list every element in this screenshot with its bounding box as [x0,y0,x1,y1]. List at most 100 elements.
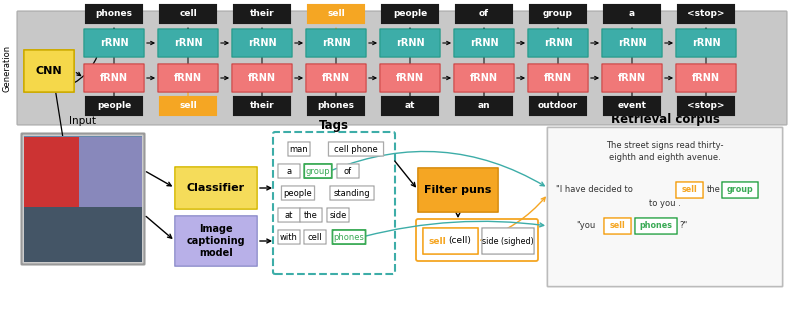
FancyBboxPatch shape [677,96,735,116]
FancyBboxPatch shape [482,228,534,254]
FancyBboxPatch shape [307,96,365,116]
FancyBboxPatch shape [635,218,677,234]
FancyBboxPatch shape [232,64,292,92]
FancyBboxPatch shape [423,228,478,254]
Text: fRNN: fRNN [174,73,202,83]
Text: sell: sell [179,101,197,111]
Bar [24,137,79,207]
Text: the: the [707,186,721,194]
Text: a: a [629,9,635,19]
FancyBboxPatch shape [722,182,758,198]
FancyBboxPatch shape [306,64,366,92]
Text: sell: sell [327,9,345,19]
Text: rRNN: rRNN [544,38,572,48]
Bar [24,207,142,262]
Text: phones: phones [334,232,365,241]
FancyBboxPatch shape [333,230,366,244]
Text: fRNN: fRNN [396,73,424,83]
Text: rRNN: rRNN [174,38,202,48]
Text: The street signs read thirty-: The street signs read thirty- [606,142,724,150]
Text: outdoor: outdoor [538,101,578,111]
Text: an: an [478,101,490,111]
Text: rRNN: rRNN [470,38,498,48]
FancyBboxPatch shape [529,96,587,116]
Text: Classifier: Classifier [187,183,245,193]
FancyBboxPatch shape [17,11,787,125]
FancyBboxPatch shape [159,96,217,116]
FancyBboxPatch shape [604,218,631,234]
FancyBboxPatch shape [306,29,366,57]
FancyBboxPatch shape [304,230,326,244]
Text: with: with [280,232,298,241]
Text: their: their [250,9,274,19]
FancyBboxPatch shape [454,64,514,92]
Text: side (sighed): side (sighed) [482,236,534,246]
FancyBboxPatch shape [278,208,300,222]
Text: fRNN: fRNN [692,73,720,83]
FancyBboxPatch shape [454,29,514,57]
Text: <stop>: <stop> [687,101,725,111]
FancyBboxPatch shape [327,208,349,222]
Text: phones: phones [318,101,354,111]
FancyBboxPatch shape [307,4,365,24]
FancyBboxPatch shape [85,96,143,116]
FancyBboxPatch shape [330,186,374,200]
Text: at: at [405,101,415,111]
Text: fRNN: fRNN [618,73,646,83]
Text: rRNN: rRNN [692,38,720,48]
Text: "you: "you [576,221,595,230]
FancyBboxPatch shape [529,4,587,24]
FancyBboxPatch shape [304,164,332,178]
FancyBboxPatch shape [547,127,782,287]
FancyBboxPatch shape [158,29,218,57]
Text: cell: cell [179,9,197,19]
Text: fRNN: fRNN [100,73,128,83]
Text: group: group [726,186,754,194]
FancyBboxPatch shape [278,230,300,244]
Text: people: people [97,101,131,111]
Text: group: group [306,166,330,176]
Text: CNN: CNN [36,66,62,76]
FancyBboxPatch shape [158,64,218,92]
Text: Filter puns: Filter puns [424,185,492,195]
FancyBboxPatch shape [455,4,513,24]
FancyBboxPatch shape [233,96,291,116]
Text: <stop>: <stop> [687,9,725,19]
Text: man: man [290,144,308,154]
Text: fRNN: fRNN [322,73,350,83]
Text: fRNN: fRNN [248,73,276,83]
Text: group: group [543,9,573,19]
FancyBboxPatch shape [278,164,300,178]
FancyBboxPatch shape [381,96,439,116]
Text: event: event [618,101,646,111]
Text: rRNN: rRNN [100,38,128,48]
FancyBboxPatch shape [84,64,144,92]
FancyBboxPatch shape [24,50,74,92]
FancyBboxPatch shape [329,142,383,156]
FancyBboxPatch shape [288,142,310,156]
FancyBboxPatch shape [528,64,588,92]
FancyBboxPatch shape [677,4,735,24]
FancyBboxPatch shape [676,29,736,57]
Text: fRNN: fRNN [470,73,498,83]
FancyBboxPatch shape [22,133,145,264]
Text: phones: phones [639,221,673,230]
Text: (cell): (cell) [449,236,471,246]
Text: cell: cell [308,232,322,241]
FancyBboxPatch shape [676,182,703,198]
Text: the: the [304,210,318,219]
Bar [79,137,142,207]
Text: sell: sell [428,236,446,246]
Text: rRNN: rRNN [618,38,646,48]
Text: sell: sell [610,221,626,230]
Text: Retrieval corpus: Retrieval corpus [610,113,719,127]
FancyBboxPatch shape [233,4,291,24]
Text: Image
captioning
model: Image captioning model [186,225,246,257]
FancyBboxPatch shape [337,164,359,178]
FancyBboxPatch shape [418,168,498,212]
Text: people: people [393,9,427,19]
Text: of: of [479,9,489,19]
FancyBboxPatch shape [602,29,662,57]
Text: their: their [250,101,274,111]
Text: rRNN: rRNN [322,38,350,48]
